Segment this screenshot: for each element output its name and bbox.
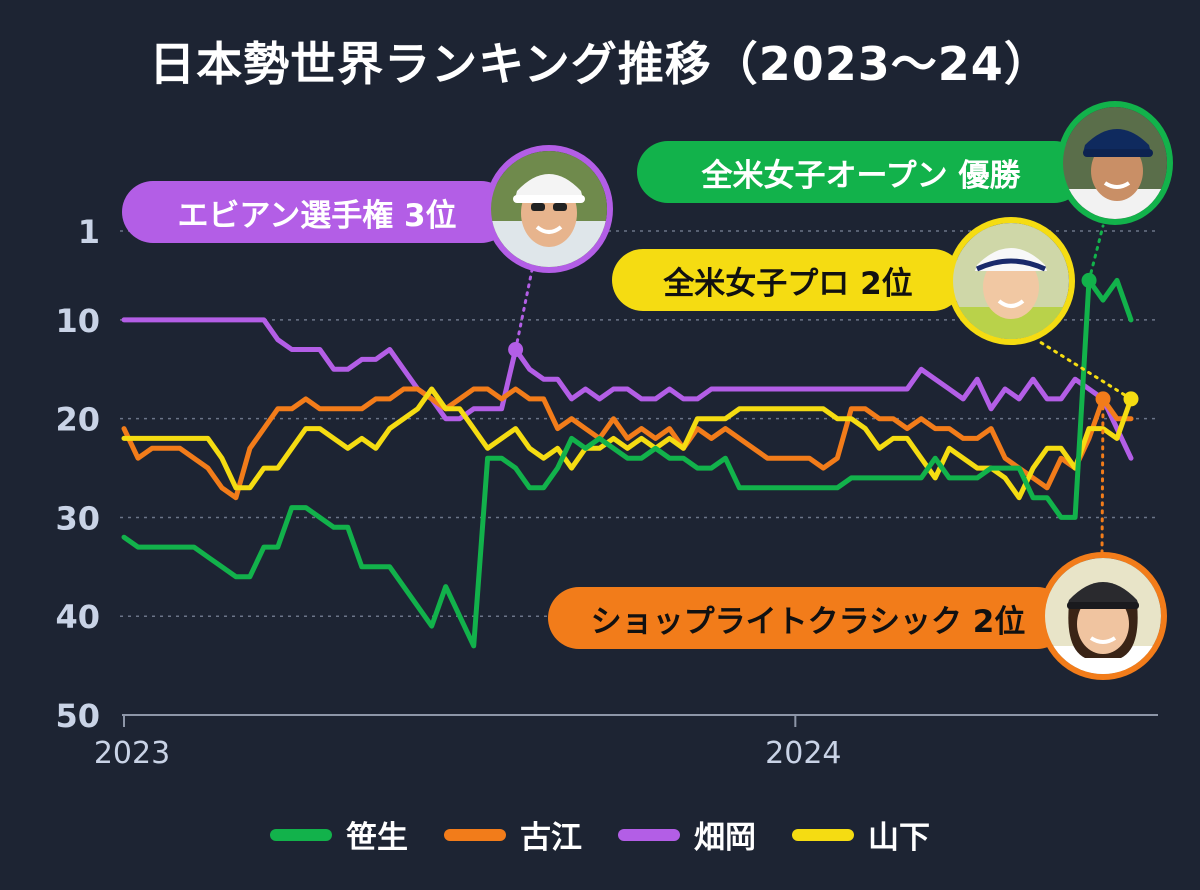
legend-label-yamashita: 山下: [868, 820, 930, 856]
legend-item-furue: 古江: [444, 812, 582, 857]
player-photo-yamashita: [947, 217, 1075, 345]
legend-label-hataoka: 畑岡: [694, 820, 756, 856]
y-tick-label: 40: [55, 598, 100, 636]
annotation-connector-evian: [514, 268, 534, 352]
player-photo-saso: [1057, 101, 1173, 225]
legend-item-hataoka: 畑岡: [618, 812, 756, 857]
series-line-saso: [121, 277, 1134, 649]
x-tick-label: 2024: [765, 736, 841, 771]
legend-swatch-hataoka: [618, 828, 680, 841]
annotation-connector-us-open: [1087, 224, 1105, 282]
legend-swatch-furue: [444, 828, 506, 841]
player-photo-furue: [1039, 552, 1167, 680]
annotation-marker-evian: [508, 342, 524, 358]
annotation-evian-label: エビアン選手権 3位: [177, 197, 457, 234]
annotation-us-open-label: 全米女子オープン 優勝: [701, 157, 1021, 194]
player-photo-hataoka: [485, 145, 613, 273]
series-line-yamashita: [121, 386, 1134, 501]
annotation-evian: エビアン選手権 3位: [122, 181, 512, 243]
legend-swatch-yamashita: [792, 828, 854, 841]
y-tick-label: 50: [55, 697, 100, 735]
legend-swatch-saso: [270, 828, 332, 841]
annotation-connector-pga: [1038, 340, 1133, 401]
annotation-pga: 全米女子プロ 2位: [612, 249, 964, 311]
annotation-shoprite-label: ショップライトクラシック 2位: [590, 603, 1026, 640]
legend-item-yamashita: 山下: [792, 812, 930, 857]
y-tick-label: 10: [55, 302, 100, 340]
annotation-us-open: 全米女子オープン 優勝: [637, 141, 1085, 203]
annotation-shoprite: ショップライトクラシック 2位: [548, 587, 1068, 649]
series-line-furue: [121, 386, 1134, 501]
legend-label-furue: 古江: [520, 820, 582, 856]
annotation-marker-shoprite: [1095, 391, 1111, 407]
legend-label-saso: 笹生: [346, 820, 408, 856]
annotation-marker-us-open: [1081, 272, 1097, 288]
annotation-connector-shoprite: [1100, 397, 1105, 557]
y-tick-label: 1: [78, 213, 100, 251]
annotation-pga-label: 全米女子プロ 2位: [663, 265, 913, 302]
x-tick-label: 2023: [94, 736, 170, 771]
chart-title: 日本勢世界ランキング推移（2023～24）: [149, 37, 1051, 91]
legend: 笹生 古江 畑岡 山下: [0, 812, 1200, 857]
y-tick-label: 20: [55, 401, 100, 439]
y-tick-label: 30: [55, 499, 100, 537]
annotation-marker-pga: [1123, 391, 1139, 407]
series-line-hataoka: [121, 317, 1134, 461]
legend-item-saso: 笹生: [270, 812, 408, 857]
